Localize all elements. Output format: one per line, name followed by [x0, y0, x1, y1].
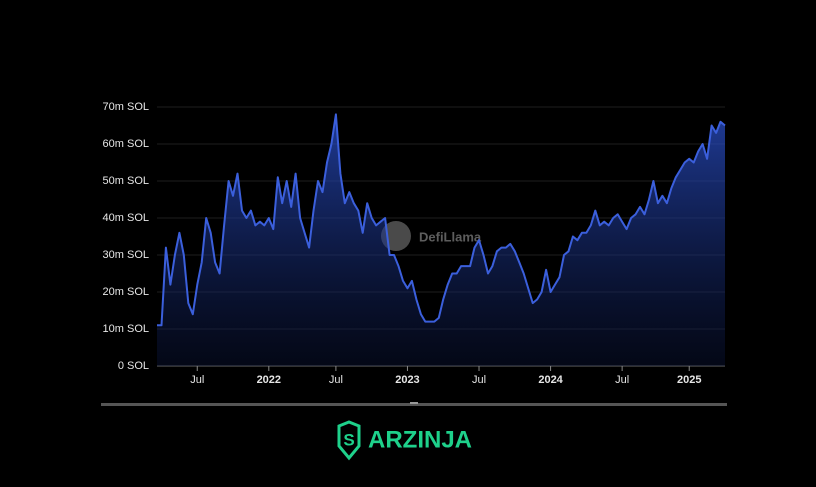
- y-tick-label: 50m SOL: [103, 175, 149, 187]
- x-tick-label: Jul: [190, 374, 204, 386]
- y-tick-label: 10m SOL: [103, 323, 149, 335]
- x-tick-label: Jul: [472, 374, 486, 386]
- x-tick-label: 2023: [395, 374, 419, 386]
- watermark: DefiLlama: [381, 221, 482, 251]
- brand-name: ARZINJA: [368, 426, 472, 453]
- x-tick-label: 2025: [677, 374, 701, 386]
- y-tick-label: 40m SOL: [103, 212, 149, 224]
- scrollbar: [101, 403, 727, 406]
- area-fill: [157, 114, 725, 367]
- brand-icon-letter: S: [343, 430, 354, 449]
- y-tick-label: 20m SOL: [103, 286, 149, 298]
- x-tick-label: Jul: [615, 374, 629, 386]
- y-tick-label: 60m SOL: [103, 138, 149, 150]
- x-tick-label: 2022: [257, 374, 281, 386]
- brand-logo: S ARZINJA: [337, 420, 472, 461]
- y-tick-label: 30m SOL: [103, 249, 149, 261]
- plot: 0 SOL 10m SOL 20m SOL 30m SOL 40m SOL 50m SOL…: [103, 101, 726, 386]
- watermark-text: DefiLlama: [419, 229, 482, 244]
- y-tick-label: 70m SOL: [103, 101, 149, 113]
- y-tick-label: 0 SOL: [118, 360, 149, 372]
- scroll-handle[interactable]: [410, 402, 418, 404]
- brand-icon: [337, 420, 361, 461]
- x-tick-label: 2024: [538, 374, 563, 386]
- line: [157, 113, 726, 327]
- x-tick-label: Jul: [329, 374, 343, 386]
